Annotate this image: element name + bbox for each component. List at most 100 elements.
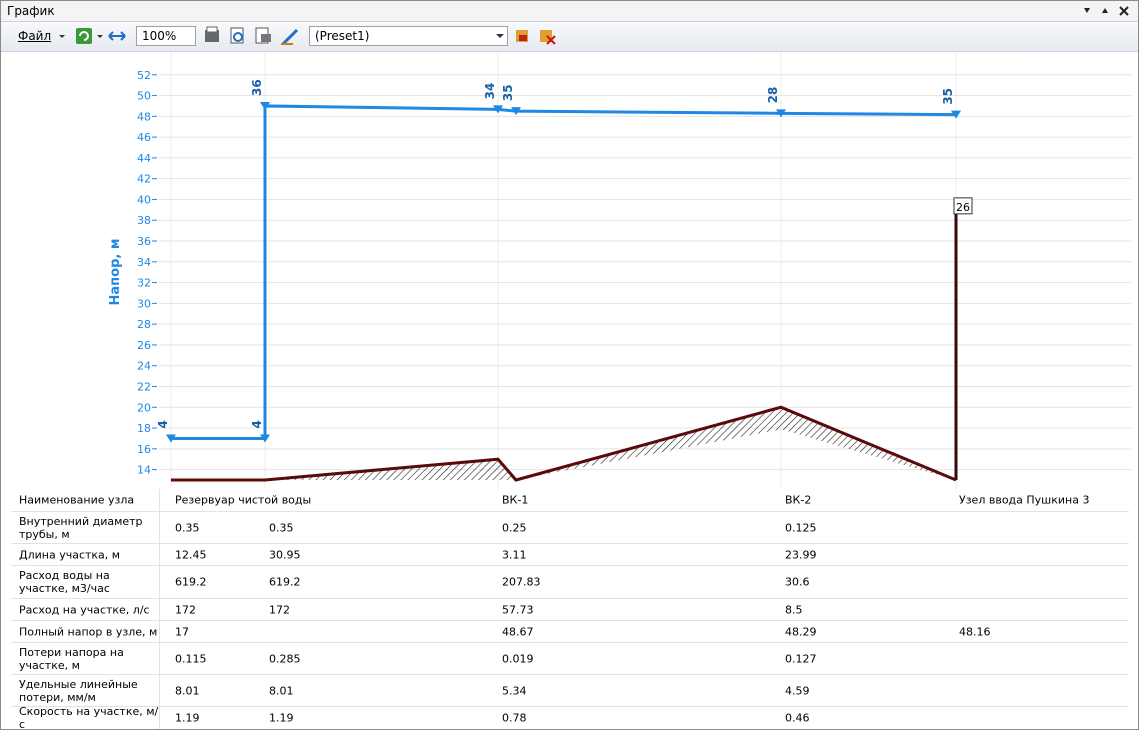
y-tick-label: 24 — [137, 360, 151, 373]
table-cell: 0.125 — [785, 521, 817, 534]
row-label: Длина участка, м — [19, 548, 121, 561]
row-label: Внутренний диаметр трубы, м — [19, 514, 143, 541]
data-table: Наименование узла Резервуар чистой воды ВК… — [11, 489, 1129, 729]
preset-value: (Preset1) — [315, 29, 370, 43]
menu-arrow[interactable] — [57, 26, 69, 46]
table-cell: 0.46 — [785, 711, 810, 725]
y-tick-label: 46 — [137, 131, 151, 144]
table-cell: 4.59 — [785, 684, 810, 697]
y-tick-label: 38 — [137, 214, 151, 227]
table-cell: 48.29 — [785, 625, 817, 638]
head-line — [171, 104, 957, 440]
node-label: 35 — [501, 84, 515, 101]
row-label: Наименование узла — [19, 493, 135, 507]
table-cell: 8.01 — [175, 684, 200, 697]
y-tick-label: 52 — [137, 69, 151, 82]
table-cell: 0.115 — [175, 652, 207, 665]
table-cell: 57.73 — [502, 603, 534, 616]
zoom-box[interactable]: 100% — [136, 26, 196, 46]
y-tick-label: 44 — [137, 152, 151, 165]
row-separator — [159, 489, 160, 511]
y-tick-label: 30 — [137, 297, 151, 310]
file-menu[interactable]: Файл — [18, 29, 52, 43]
table-cell: 1.19 — [269, 711, 294, 725]
table-cell: 0.127 — [785, 652, 817, 665]
row-separator — [159, 707, 160, 729]
table-cell: 30.95 — [269, 548, 301, 561]
table-cell: 8.5 — [785, 603, 803, 616]
y-tick-label: 28 — [137, 318, 151, 331]
y-tick-label: 32 — [137, 277, 151, 290]
row-label: Расход воды на участке, м3/час — [19, 569, 110, 595]
table-row: Длина участка, м 12.45 30.95 3.11 23.99 — [11, 544, 1129, 566]
head-marker — [951, 110, 961, 119]
refresh-buttons[interactable] — [75, 26, 135, 46]
table-cell: 8.01 — [269, 684, 294, 697]
y-tick-label: 20 — [137, 401, 151, 414]
row-separator — [159, 621, 160, 642]
table-cell: 172 — [269, 603, 290, 616]
table-cell: 0.25 — [502, 521, 527, 534]
y-tick-label: 48 — [137, 110, 151, 123]
print-buttons[interactable] — [201, 26, 306, 46]
y-tick-label: 40 — [137, 193, 151, 206]
table-cell: 619.2 — [175, 575, 207, 589]
node-label: 4 — [156, 420, 170, 428]
toolbar: Файл 100% (Preset1) — [1, 22, 1138, 52]
table-cell: 172 — [175, 603, 196, 616]
table-row: Удельные линейные потери, мм/м 8.01 8.01 5.… — [11, 675, 1129, 707]
table-cell: 0.78 — [502, 711, 527, 725]
table-cell: 0.35 — [269, 521, 294, 534]
y-tick-label: 42 — [137, 173, 151, 186]
table-cell: 23.99 — [785, 548, 817, 561]
table-cell: 3.11 — [502, 548, 527, 561]
row-separator — [159, 675, 160, 706]
table-row: Полный напор в узле, м 17 48.67 48.29 48.16 — [11, 621, 1129, 643]
table-cell: ВК-1 — [502, 493, 529, 507]
row-separator — [159, 643, 160, 674]
ground-line — [171, 405, 957, 482]
table-row: Скорость на участке, м/с 1.19 1.19 0.78 0.46 — [11, 705, 1129, 729]
y-tick-label: 22 — [137, 380, 151, 393]
y-axis-label: Напор, м — [108, 239, 123, 306]
chart: Напор, м 14 16 18 20 22 24 26 28 30 32 34 36 38 40 42 4… — [108, 52, 1131, 489]
node-label: 36 — [250, 79, 264, 96]
zoom-value: 100% — [142, 29, 177, 43]
table-cell: 48.16 — [959, 625, 991, 638]
table-cell: Резервуар чистой воды — [175, 493, 312, 507]
table-row: Потери напора на участке, м 0.115 0.285 0.0… — [11, 643, 1129, 675]
window-controls[interactable] — [1082, 5, 1132, 17]
node-label: 34 — [483, 83, 497, 100]
y-tick-label: 26 — [137, 339, 151, 352]
table-cell: ВК-2 — [785, 493, 812, 507]
node-label: 4 — [250, 420, 264, 428]
row-label: Расход на участке, л/с — [19, 603, 150, 616]
y-tick-label: 36 — [137, 235, 151, 248]
table-cell: 0.019 — [502, 652, 534, 665]
y-tick-label: 14 — [137, 464, 151, 477]
table-cell: 619.2 — [269, 575, 301, 589]
table-cell: 0.35 — [175, 521, 200, 534]
table-cell: Узел ввода Пушкина 3 — [959, 493, 1090, 507]
head-marker — [776, 109, 786, 118]
table-cell: 12.45 — [175, 548, 207, 561]
riser-label-box — [953, 197, 973, 215]
row-label: Полный напор в узле, м — [19, 625, 158, 638]
table-cell: 0.285 — [269, 652, 301, 665]
y-tick-label: 50 — [137, 90, 151, 103]
row-label: Потери напора на участке, м — [19, 645, 124, 672]
row-separator — [159, 599, 160, 620]
window-title: График — [7, 4, 55, 18]
head-marker — [511, 107, 521, 116]
table-cell: 48.67 — [502, 625, 534, 638]
preset-buttons[interactable] — [513, 26, 561, 46]
table-row: Расход воды на участке, м3/час 619.2 619.2… — [11, 566, 1129, 599]
row-separator — [159, 512, 160, 543]
row-separator — [159, 566, 160, 598]
node-label: 35 — [941, 88, 955, 105]
head-marker — [166, 434, 176, 443]
table-row: Расход на участке, л/с 172 172 57.73 8.5 — [11, 599, 1129, 621]
preset-box[interactable]: (Preset1) — [309, 26, 508, 46]
row-label: Удельные линейные потери, мм/м — [19, 677, 138, 704]
